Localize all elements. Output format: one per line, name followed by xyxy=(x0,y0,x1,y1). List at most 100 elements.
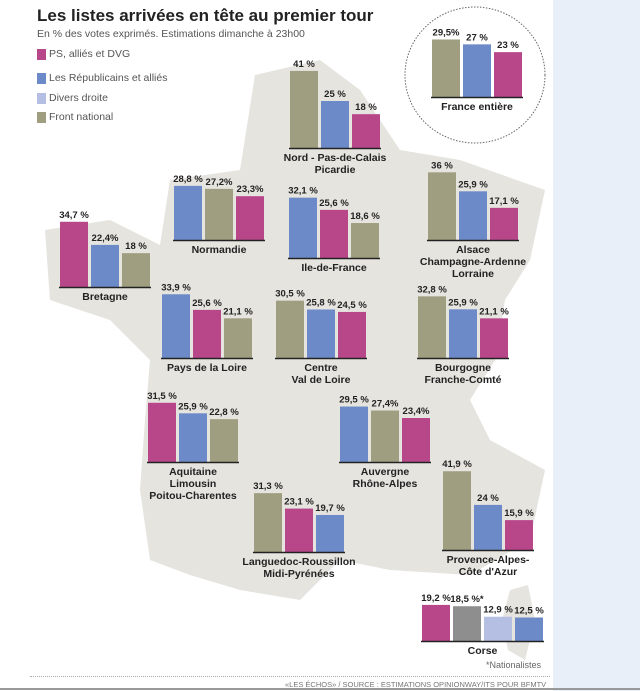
data-label: 23,3% xyxy=(237,184,264,195)
bar-ps xyxy=(422,604,450,641)
bar-lr xyxy=(340,406,368,462)
bar-ps xyxy=(490,207,518,240)
data-label: 22,8 % xyxy=(209,407,239,418)
data-label: 21,1 % xyxy=(223,306,253,317)
data-label: 22,4% xyxy=(92,233,119,244)
data-label: 25 % xyxy=(324,89,346,100)
bar-nat xyxy=(453,606,481,641)
region-name: Alsace xyxy=(456,244,490,256)
region-name: Bourgogne xyxy=(435,362,491,374)
data-label: 36 % xyxy=(431,160,453,171)
region-name: Languedoc-Roussillon xyxy=(242,556,355,568)
bar-lr xyxy=(321,101,349,148)
data-label: 27 % xyxy=(466,32,488,43)
chart-subtitle: En % des votes exprimés. Estimations dim… xyxy=(37,28,305,40)
bar-fn xyxy=(443,471,471,550)
region-pays-de-la-loire: 33,9 %25,6 %21,1 % Pays de la Loire xyxy=(161,282,253,374)
data-label: 29,5% xyxy=(433,27,460,38)
region-corse: 19,2 % 18,5 %*12,9 % 12,5 % Corse xyxy=(421,593,544,657)
data-label: 25,8 % xyxy=(306,297,336,308)
legend-swatch xyxy=(37,48,46,60)
legend-item-lr: Les Républicains et alliés xyxy=(37,72,167,84)
data-label: 31,5 % xyxy=(147,391,177,402)
bar-ps xyxy=(505,520,533,550)
region-name: Franche-Comté xyxy=(424,374,501,386)
bar-fn xyxy=(205,188,233,240)
data-label: 23 % xyxy=(497,40,519,51)
bar-fn xyxy=(224,318,252,358)
bar-lr xyxy=(289,197,317,258)
bar-fn xyxy=(428,172,456,240)
region-name: Corse xyxy=(468,645,498,657)
legend-label: PS, alliés et DVG xyxy=(49,48,131,60)
region-name: Nord - Pas-de-Calais xyxy=(284,152,387,164)
bar-fn xyxy=(254,493,282,552)
data-label: 21,1 % xyxy=(479,306,509,317)
legend-label: Divers droite xyxy=(49,92,108,104)
bar-ps xyxy=(352,114,380,148)
legend-swatch xyxy=(37,92,46,104)
bar-lr xyxy=(463,44,491,97)
data-label: 12,5 % xyxy=(514,606,544,617)
bar-ps xyxy=(402,418,430,462)
region-name: Poitou-Charentes xyxy=(149,490,237,502)
bar-fn xyxy=(432,39,460,97)
region-name: Normandie xyxy=(192,244,247,256)
bar-lr xyxy=(179,413,207,462)
bar-ps xyxy=(494,52,522,97)
bar-lr xyxy=(307,309,335,358)
legend-item-dvd: Divers droite xyxy=(37,92,108,104)
data-label: 25,6 % xyxy=(319,198,349,209)
data-label: 18 % xyxy=(355,102,377,113)
data-label: 18 % xyxy=(125,241,147,252)
region-name: Pays de la Loire xyxy=(167,362,247,374)
data-label: 27,2% xyxy=(206,177,233,188)
region-name: Bretagne xyxy=(82,291,128,303)
data-label: 18,5 %* xyxy=(450,594,484,605)
bar-lr xyxy=(474,504,502,550)
data-label: 31,3 % xyxy=(253,481,283,492)
region-name: Limousin xyxy=(170,478,217,490)
region-name: Ile-de-France xyxy=(301,262,367,274)
data-label: 25,9 % xyxy=(458,179,488,190)
bar-fn xyxy=(276,300,304,358)
bar-fn xyxy=(351,223,379,258)
legend-swatch xyxy=(37,111,46,123)
bar-fn xyxy=(210,419,238,462)
region-name: Val de Loire xyxy=(292,374,351,386)
bar-fn xyxy=(371,410,399,462)
data-label: 41 % xyxy=(293,59,315,70)
data-label: 27,4% xyxy=(372,398,399,409)
legend-item-ps: PS, alliés et DVG xyxy=(37,48,130,60)
data-label: 19,7 % xyxy=(315,503,345,514)
bar-lr xyxy=(174,185,202,240)
region-normandie: 28,8 % 27,2% 23,3% Normandie xyxy=(173,174,265,256)
region-alsace: 36 % 25,9 %17,1 % AlsaceChampagne-ArdenneL… xyxy=(420,160,526,280)
region-name: Rhône-Alpes xyxy=(353,478,418,490)
data-label: 18,6 % xyxy=(350,211,380,222)
bar-ps xyxy=(480,318,508,358)
data-label: 41,9 % xyxy=(442,459,472,470)
region-provence-alpes-: 41,9 % 24 % 15,9 % Provence-Alpes-Côte d'Az… xyxy=(442,459,534,578)
region-name: Auvergne xyxy=(361,466,410,478)
data-label: 32,8 % xyxy=(417,284,447,295)
bar-lr xyxy=(316,514,344,552)
region-bretagne: 34,7 % 22,4% 18 % Bretagne xyxy=(59,210,151,303)
legend-label: Les Républicains et alliés xyxy=(49,72,168,84)
legend-item-fn: Front national xyxy=(37,111,113,123)
region-name: Côte d'Azur xyxy=(459,566,518,578)
region-languedoc-roussillon: 31,3 %23,1 %19,7 % Languedoc-RoussillonMi… xyxy=(242,481,355,580)
source-credit: «LES ÉCHOS» / SOURCE : ESTIMATIONS OPINI… xyxy=(285,680,547,689)
bottom-border xyxy=(0,688,640,690)
data-label: 34,7 % xyxy=(59,210,89,221)
data-label: 30,5 % xyxy=(275,289,305,300)
bar-fn xyxy=(122,253,150,287)
data-label: 17,1 % xyxy=(489,196,519,207)
data-label: 25,9 % xyxy=(178,401,208,412)
region-name: Centre xyxy=(304,362,337,374)
footnote: *Nationalistes xyxy=(486,660,542,670)
